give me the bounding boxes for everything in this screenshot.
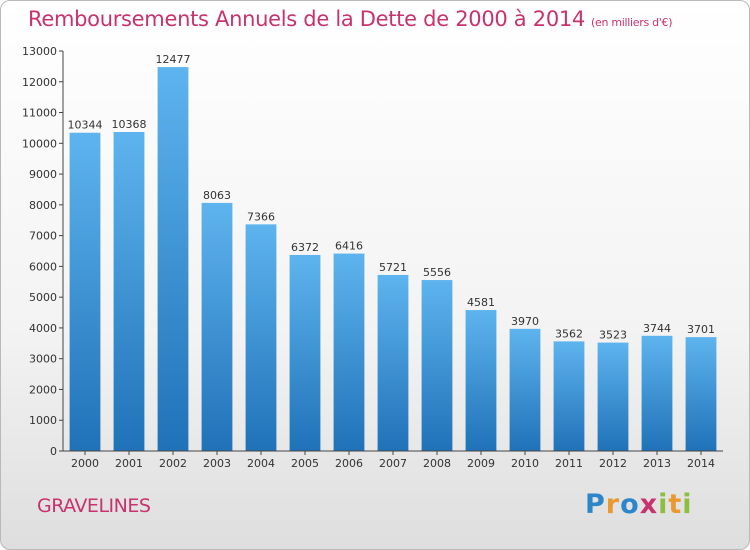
y-tick-label: 1000 [29,414,57,427]
bar-value-label: 12477 [156,53,191,66]
x-tick-label: 2001 [115,457,143,470]
bars: 10344 10368 12477 8063 7366 6372 6416 5721 5556 4… [68,53,717,451]
x-tick-label: 2009 [467,457,495,470]
bar [641,335,673,451]
bar-value-label: 3744 [643,322,671,335]
proxiti-logo: Proxiti [585,489,693,520]
bar-value-label: 4581 [467,296,495,309]
chart-title: Remboursements Annuels de la Dette de 20… [28,7,672,31]
x-tick-label: 2011 [555,457,583,470]
x-tick-label: 2010 [511,457,539,470]
bar-value-label: 5721 [379,261,407,274]
x-tick-label: 2013 [643,457,671,470]
place-name: GRAVELINES [37,495,151,517]
bar [509,328,541,451]
bar [113,131,145,451]
bar [69,132,101,451]
bar-value-label: 6372 [291,241,319,254]
bar-value-label: 10368 [112,118,147,131]
bar [553,341,585,451]
x-tick-label: 2002 [159,457,187,470]
bar [201,202,233,451]
y-tick-label: 2000 [29,383,57,396]
chart-title-text: Remboursements Annuels de la Dette de 20… [28,7,585,31]
bar [245,224,277,451]
y-tick-label: 11000 [22,107,57,120]
x-tick-label: 2007 [379,457,407,470]
y-tick-label: 10000 [22,137,57,150]
bar-value-label: 3970 [511,315,539,328]
y-tick-label: 12000 [22,76,57,89]
bar [685,337,717,451]
x-tick-label: 2004 [247,457,275,470]
y-axis: 0 1000 2000 3000 4000 5000 6000 7000 8000 9000 100… [22,45,64,458]
bar-value-label: 3562 [555,327,583,340]
bar-value-label: 10344 [68,119,103,132]
x-tick-label: 2008 [423,457,451,470]
x-axis: 2000 2001 2002 2003 2004 2005 2006 2007 2008 2009… [63,450,723,470]
x-tick-label: 2000 [71,457,99,470]
bar-value-label: 7366 [247,210,275,223]
x-tick-label: 2005 [291,457,319,470]
bar [333,253,365,451]
bar-value-label: 5556 [423,266,451,279]
bar [157,67,189,451]
y-tick-label: 0 [50,445,57,458]
y-tick-label: 8000 [29,199,57,212]
x-tick-label: 2012 [599,457,627,470]
chart-subtitle: (en milliers d'€) [591,16,673,29]
y-tick-label: 7000 [29,230,57,243]
y-tick-label: 13000 [22,45,57,58]
bar [377,274,409,451]
x-tick-label: 2006 [335,457,363,470]
bar [289,254,321,451]
y-tick-label: 6000 [29,260,57,273]
bar-value-label: 3523 [599,329,627,342]
bar [597,342,629,451]
bar [465,310,497,451]
y-tick-label: 5000 [29,291,57,304]
bar-value-label: 6416 [335,240,363,253]
y-tick-label: 9000 [29,168,57,181]
x-tick-label: 2003 [203,457,231,470]
bar-value-label: 8063 [203,189,231,202]
y-tick-label: 4000 [29,322,57,335]
x-tick-label: 2014 [687,457,715,470]
bar [421,280,453,451]
bar-value-label: 3701 [687,323,715,336]
y-tick-label: 3000 [29,353,57,366]
